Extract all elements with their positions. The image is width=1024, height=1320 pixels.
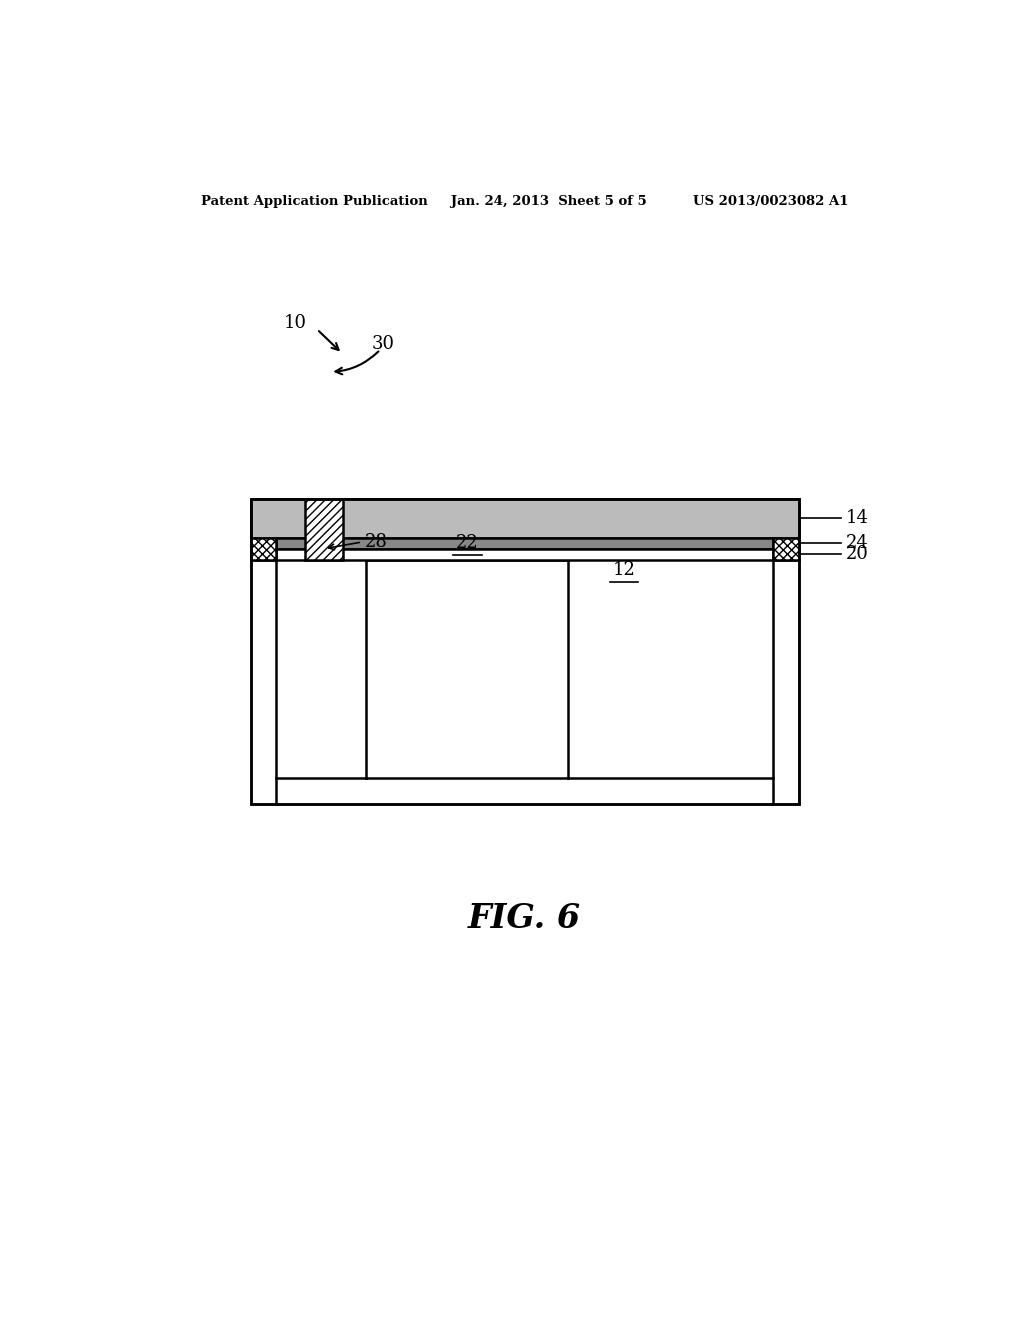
Bar [251, 537, 276, 560]
Text: 30: 30 [372, 335, 395, 354]
Bar [251, 499, 799, 804]
Bar [276, 537, 773, 549]
Text: 14: 14 [846, 510, 869, 527]
Text: Patent Application Publication     Jan. 24, 2013  Sheet 5 of 5          US 2013/: Patent Application Publication Jan. 24, … [201, 194, 849, 207]
Text: 10: 10 [284, 314, 306, 333]
Bar [251, 499, 799, 537]
Text: FIG. 6: FIG. 6 [468, 902, 582, 935]
Text: 20: 20 [846, 545, 869, 564]
Bar [773, 537, 799, 560]
Text: 28: 28 [365, 533, 387, 550]
Bar [305, 499, 343, 560]
Text: 24: 24 [846, 535, 869, 552]
Text: 12: 12 [612, 561, 636, 579]
Text: 22: 22 [457, 533, 479, 552]
Bar [251, 499, 799, 804]
Bar [276, 549, 773, 560]
